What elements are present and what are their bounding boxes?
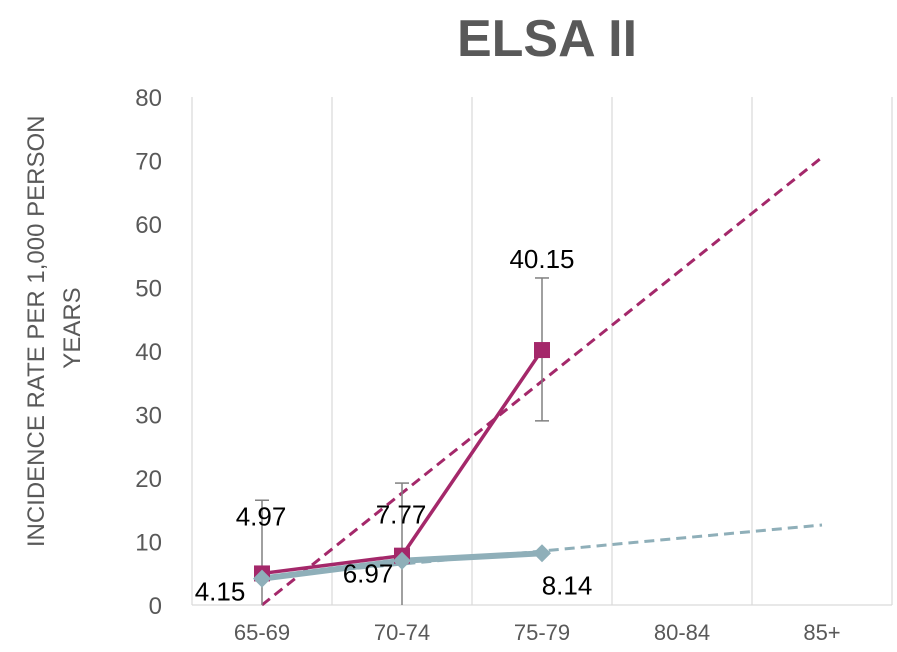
y-tick-label-3: 30 [135,403,162,430]
x-tick-label-4: 85+ [803,620,840,645]
y-axis-label-line-1: INCIDENCE RATE PER 1,000 PERSON [23,116,50,548]
x-tick-label-0: 65-69 [234,620,290,645]
marker-series-1-1 [393,551,411,570]
data-label-0-1: 7.77 [376,500,427,530]
y-tick-label-2: 20 [135,466,162,493]
y-tick-label-7: 70 [135,149,162,176]
y-tick-label-4: 40 [135,339,162,366]
y-axis-label-line-2: YEARS [59,287,86,368]
data-labels: 4.97 7.77 40.15 4.15 6.97 8.14 [195,244,593,607]
series-markers [253,342,551,588]
marker-series-1-0 [253,569,271,588]
y-tick-label-8: 80 [135,85,162,112]
marker-series-1-2 [533,544,551,563]
data-label-0-2: 40.15 [509,244,574,274]
y-tick-label-1: 10 [135,530,162,557]
y-tick-label-6: 60 [135,212,162,239]
y-tick-label-5: 50 [135,276,162,303]
y-axis-label: INCIDENCE RATE PER 1,000 PERSON YEARS [23,109,86,547]
chart-title: ELSA II [457,10,637,68]
data-label-1-2: 8.14 [542,570,593,600]
x-tick-label-1: 70-74 [374,620,430,645]
data-label-0-0: 4.97 [236,501,287,531]
y-tick-label-0: 0 [149,593,162,620]
data-label-1-0: 4.15 [195,577,246,607]
x-tick-label-3: 80-84 [654,620,710,645]
y-tick-labels: 0 10 20 30 40 50 60 70 80 [135,85,162,620]
data-label-1-1: 6.97 [343,559,394,589]
x-tick-labels: 65-69 70-74 75-79 80-84 85+ [234,620,841,645]
marker-series-0-2 [534,342,550,359]
x-tick-label-2: 75-79 [514,620,570,645]
gridlines [191,97,893,606]
